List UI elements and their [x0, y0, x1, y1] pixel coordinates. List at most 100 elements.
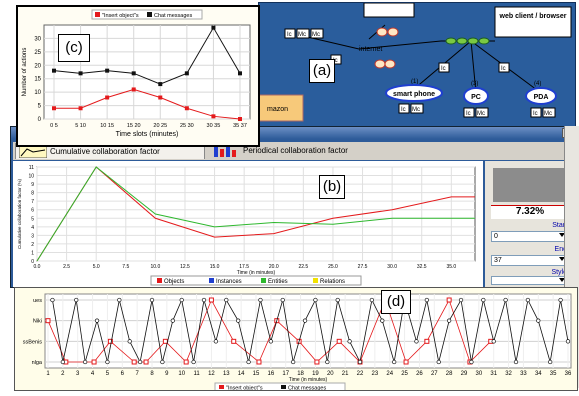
insert-object-point: [131, 359, 137, 365]
chat-message-point: [290, 359, 296, 365]
x-tick-label: 10.0: [151, 264, 161, 270]
y-tick-label: 25: [34, 50, 41, 56]
x-tick-label: 35: [550, 371, 557, 377]
svg-text:Ic: Ic: [533, 111, 538, 117]
pc-node[interactable]: [463, 87, 489, 105]
x-tick-label: 16: [268, 371, 275, 377]
x-tick-label: 35.0: [446, 264, 456, 270]
legend-label: Objects: [164, 279, 184, 285]
x-tick-label: 8: [150, 371, 154, 377]
y-tick-label: 8: [31, 191, 34, 197]
chat-message-point: [357, 359, 363, 365]
x-tick-label: 27: [431, 371, 438, 377]
amazon-box[interactable]: [259, 94, 304, 122]
x-tick-label: 12: [208, 371, 215, 377]
series-line: [54, 88, 241, 120]
y-axis-label: Number of actions: [22, 48, 28, 97]
x-tick-label: 36: [565, 371, 572, 377]
y-tick-label: 4: [31, 225, 34, 231]
chat-message-point: [313, 297, 318, 303]
app-window: x Cumulative collaboration factor Period…: [10, 126, 576, 288]
chat-message-point: [201, 297, 207, 303]
chat-message-point: [424, 297, 430, 303]
x-tick-label: 1: [46, 371, 50, 377]
svg-text:Ic: Ic: [441, 66, 446, 72]
x-tick-label: 32.5: [417, 264, 427, 270]
x-tick-label: 7: [135, 371, 139, 377]
x-tick-label: 5.0: [93, 264, 100, 270]
y-tick-label: 15: [34, 77, 41, 83]
participant-label: nlga: [32, 360, 43, 366]
insert-object-point: [183, 359, 189, 365]
svg-text:Mc: Mc: [544, 111, 552, 117]
chat-message-point: [137, 359, 143, 365]
data-point: [78, 106, 83, 111]
x-tick-label: 15 20: [127, 123, 141, 129]
x-tick-label: 29: [461, 371, 468, 377]
plot-area: [44, 293, 572, 369]
insert-object-point: [143, 359, 149, 365]
x-tick-label: 25 30: [180, 123, 194, 129]
x-tick-label: 20: [327, 371, 334, 377]
series-line-objects: [36, 166, 475, 262]
x-tick-label: 30.0: [387, 264, 397, 270]
chat-message-point: [127, 339, 132, 344]
y-tick-label: 10: [28, 174, 34, 180]
x-tick-label: 25: [401, 371, 408, 377]
svg-text:Ic: Ic: [333, 58, 338, 64]
count-label-3: (4): [534, 81, 541, 87]
chat-message-point: [105, 359, 110, 365]
chat-message-point: [246, 359, 251, 365]
participant-label: ues: [33, 298, 42, 304]
percent-box: 7.32%: [491, 205, 569, 219]
end-select-value: 37: [494, 257, 502, 264]
smart-phone-node[interactable]: [385, 84, 443, 102]
x-tick-label: 5 10: [75, 123, 86, 129]
chat-message-point: [325, 359, 330, 365]
y-tick-label: 2: [31, 242, 34, 248]
x-tick-label: 30 35: [207, 123, 221, 129]
y-tick-label: 6: [31, 208, 34, 214]
start-select[interactable]: 0: [491, 231, 567, 242]
svg-text:Mc: Mc: [412, 107, 420, 113]
web-client-box[interactable]: [494, 6, 572, 38]
data-point: [78, 71, 83, 76]
label-b: (b): [319, 175, 345, 199]
x-tick-label: 15: [253, 371, 260, 377]
style-select[interactable]: [491, 276, 567, 285]
legend-label: Relations: [320, 279, 345, 285]
data-point: [238, 117, 242, 121]
x-tick-label: 27.5: [358, 264, 368, 270]
data-point: [184, 71, 189, 76]
chat-message-point: [258, 297, 263, 303]
web-client-label: web client / browser: [499, 13, 567, 20]
x-tick-label: 6: [121, 371, 125, 377]
x-tick-label: 28: [446, 371, 453, 377]
data-point: [211, 114, 216, 119]
count-label-2: (3): [471, 81, 478, 87]
y-tick-label: 3: [31, 233, 34, 239]
label-a: (a): [309, 59, 335, 83]
chat-message-point: [50, 297, 55, 303]
end-select[interactable]: 37: [491, 255, 567, 266]
tab-periodical-label: Periodical collaboration factor: [243, 146, 348, 155]
chat-message-point: [236, 318, 241, 323]
x-tick-label: 12.5: [180, 264, 190, 270]
x-tick-label: 11: [193, 371, 200, 377]
x-tick-label: 10: [178, 371, 185, 377]
chat-message-point: [74, 297, 79, 303]
percent-value: 7.32%: [515, 206, 545, 217]
chat-message-point: [558, 297, 563, 303]
y-tick-label: 5: [31, 216, 34, 222]
actions-per-slot-chart: 0 5 10 15 20 25 30 0 5 5 10 10 15 15 20 20 25 25 30 3…: [18, 7, 258, 145]
actions-per-slot-panel: 0 5 10 15 20 25 30 0 5 5 10 10 15 15 20 20 25 25 30 3…: [16, 5, 260, 147]
chat-message-point: [224, 297, 229, 303]
pda-node[interactable]: [525, 87, 557, 105]
insert-object-point: [336, 338, 342, 344]
start-label: Start: [552, 222, 567, 229]
chevron-down-icon: [559, 257, 565, 261]
x-tick-label: 2: [61, 371, 65, 377]
tab-periodical[interactable]: Periodical collaboration factor: [209, 143, 409, 159]
x-tick-label: 15.0: [210, 264, 220, 270]
chevron-down-icon: [559, 233, 565, 237]
